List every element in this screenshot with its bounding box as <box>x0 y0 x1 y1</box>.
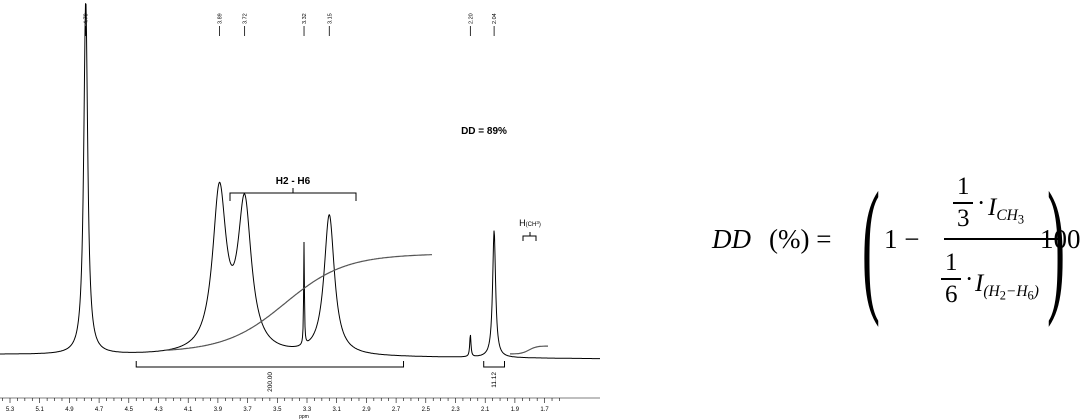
integral-value: 11.12 <box>491 372 498 388</box>
dd-equation: DD (%) = ( 1 − 1 3 · ICH3 1 6 · I(H2−H6)… <box>712 162 1081 328</box>
x-tick-label: 2.1 <box>481 407 490 413</box>
integral-brackets: 200.00 11.12 <box>135 361 506 392</box>
eq-num-frac-bar <box>953 202 973 204</box>
x-tick-label: 2.9 <box>362 407 371 413</box>
x-tick-label: 3.9 <box>214 407 223 413</box>
integral-curve-h2-h6 <box>164 254 432 351</box>
x-tick-label: 5.3 <box>6 407 15 413</box>
x-tick-label: 2.3 <box>451 407 460 413</box>
peak-label: 2.04 <box>492 13 498 24</box>
eq-den-dot: · <box>965 266 974 293</box>
x-tick-labels: 5.3 5.1 4.9 4.7 4.5 4.3 4.1 3.9 3.7 3.5 3.3 3.1 2.9 2… <box>6 407 550 413</box>
eq-one-minus: 1 − <box>884 224 920 254</box>
x-tick-label: 2.5 <box>422 407 431 413</box>
x-tick-label: 5.1 <box>36 407 45 413</box>
ch3-bracket <box>522 232 537 241</box>
eq-num-frac-n: 1 <box>957 173 970 200</box>
x-tick-label: 3.7 <box>243 407 252 413</box>
peak-marker: 3.15 <box>327 13 333 36</box>
eq-den-term: I(H2−H6) <box>975 270 1039 304</box>
peak-markers: 4.79 3.89 3.72 3.32 3.15 2.20 2.04 <box>84 13 498 36</box>
nmr-spectrum: 5.3 5.1 4.9 4.7 4.5 4.3 4.1 3.9 3.7 3.5 3.3 3.1 2.9 2… <box>0 3 600 419</box>
peak-marker: 2.04 <box>492 13 498 36</box>
integral-bracket-line <box>135 361 405 368</box>
peak-label: 3.32 <box>302 13 308 24</box>
eq-den-frac-bar <box>941 278 961 280</box>
x-axis <box>0 397 600 403</box>
ch3-label: H(CH3) <box>519 218 541 228</box>
eq-num-term: ICH3 <box>988 194 1025 228</box>
integral-curve-ch3 <box>510 345 548 355</box>
eq-paren-right: ) <box>1047 162 1065 328</box>
spectrum-line <box>0 3 600 360</box>
h2-h6-label: H2 - H6 <box>276 176 311 187</box>
eq-paren-left: ( <box>862 162 880 328</box>
x-axis-label: ppm <box>299 414 309 419</box>
eq-main-frac-bar <box>944 238 1062 240</box>
x-tick-label: 4.9 <box>65 407 74 413</box>
x-tick-label: 1.7 <box>540 407 549 413</box>
dd-label: DD = 89% <box>461 126 507 137</box>
peak-label: 3.89 <box>217 13 223 24</box>
eq-num-dot: · <box>977 190 986 217</box>
eq-percent: (%) = <box>769 224 832 254</box>
x-tick-label: 4.1 <box>184 407 193 413</box>
x-tick-label: 3.3 <box>303 407 312 413</box>
peak-marker: 2.20 <box>468 13 474 36</box>
peak-label: 2.20 <box>468 13 474 24</box>
x-tick-label: 3.5 <box>273 407 282 413</box>
peak-marker: 3.89 <box>217 13 223 36</box>
eq-den-frac-n: 1 <box>945 249 958 276</box>
eq-lhs: DD <box>712 224 751 254</box>
x-tick-label: 4.3 <box>154 407 163 413</box>
integral-bracket: 11.12 <box>483 361 506 388</box>
x-tick-label: 3.1 <box>333 407 342 413</box>
eq-factor: 100 <box>1040 224 1081 254</box>
eq-den-frac-d: 6 <box>945 281 958 308</box>
x-tick-label: 2.7 <box>392 407 401 413</box>
h2-h6-bracket <box>229 188 357 201</box>
integral-value: 200.00 <box>267 372 274 392</box>
peak-marker: 3.72 <box>243 13 249 36</box>
x-tick-label: 4.5 <box>125 407 134 413</box>
x-tick-label: 4.7 <box>95 407 104 413</box>
integral-bracket: 200.00 <box>135 361 405 392</box>
peak-label: 3.72 <box>243 13 249 24</box>
peak-marker: 3.32 <box>302 13 308 36</box>
eq-num-frac-d: 3 <box>957 205 970 232</box>
peak-label: 3.15 <box>327 13 333 24</box>
x-tick-label: 1.9 <box>511 407 520 413</box>
integral-bracket-line <box>483 361 506 368</box>
